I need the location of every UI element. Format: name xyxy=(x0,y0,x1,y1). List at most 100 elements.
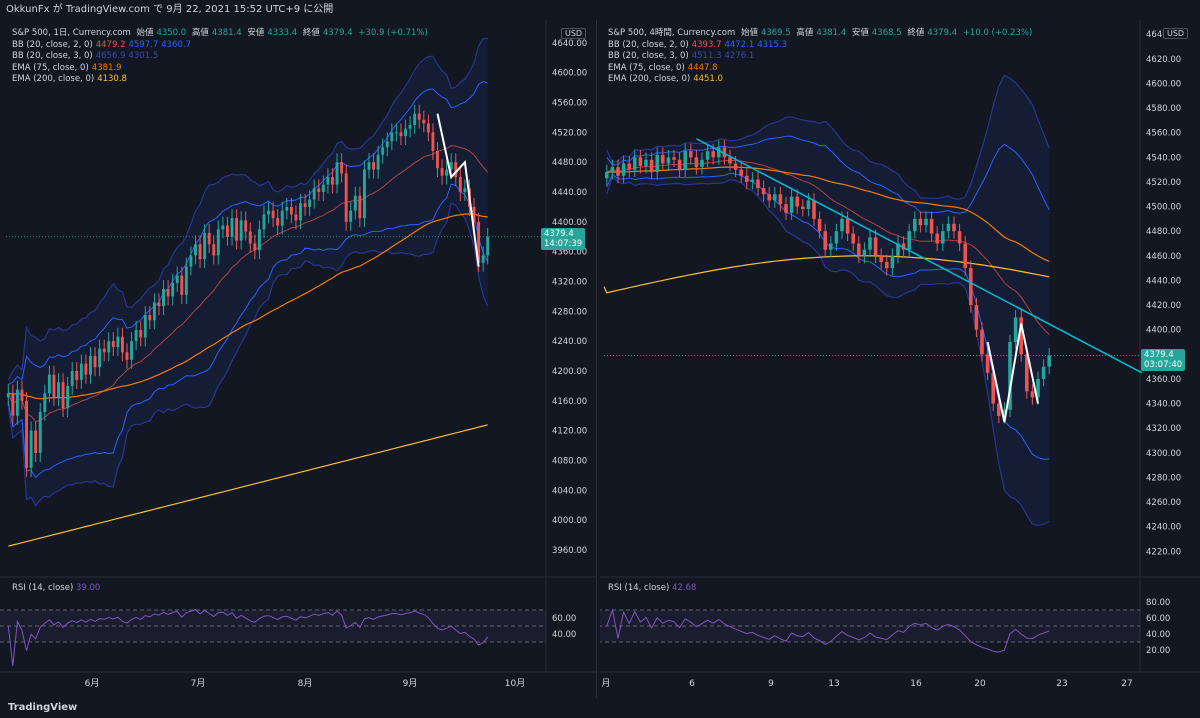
y-tick-label: 4300.00 xyxy=(1146,449,1181,459)
candle-body xyxy=(89,356,92,375)
x-tick-label: 9月 xyxy=(403,678,418,689)
candle-body xyxy=(157,302,161,307)
candle-body xyxy=(75,370,79,380)
candle-body xyxy=(941,231,945,244)
candle-body xyxy=(829,243,833,250)
candle-body xyxy=(924,218,928,226)
currency-button[interactable]: USD xyxy=(561,28,587,39)
candle-body xyxy=(952,223,956,232)
candle-body xyxy=(171,282,175,297)
candle-body xyxy=(276,218,280,226)
y-tick-label: 4640.00 xyxy=(552,39,587,49)
x-tick-label: 13 xyxy=(828,679,839,689)
y-tick-label: 4200.00 xyxy=(552,367,587,377)
candle-body xyxy=(11,393,15,416)
candle-body xyxy=(38,411,42,453)
x-tick-label: 6月 xyxy=(85,678,100,689)
candle-body xyxy=(239,220,243,241)
candle-body xyxy=(907,231,911,250)
daily-chart-panel[interactable]: 3960.00 4000.00 4040.00 4080.00 4120.00 4160.… xyxy=(0,20,597,698)
ohlc-close-label: 終値 xyxy=(302,28,320,38)
candle-body xyxy=(1008,342,1012,410)
candle-body xyxy=(216,229,220,256)
tradingview-logo[interactable]: TradingView xyxy=(8,702,78,713)
y-tick-label: 4400.00 xyxy=(1146,326,1181,336)
candle-body xyxy=(918,218,923,226)
bb3-upper: 4511.3 xyxy=(691,51,722,61)
candle-body xyxy=(739,169,743,176)
zigzag-pattern xyxy=(436,113,480,267)
ohlc-close-label: 終値 xyxy=(907,28,925,38)
bb2-lower: 4315.3 xyxy=(757,39,787,50)
candle-body xyxy=(728,157,732,164)
candle-body xyxy=(616,167,620,176)
h4-legend: S&P 500, 4時間, Currency.com 始値 4369.5 高値 43… xyxy=(608,28,1035,86)
candle-body xyxy=(750,179,755,182)
candle-body xyxy=(946,223,951,232)
candle-body xyxy=(20,389,24,401)
ohlc-low: 4333.4 xyxy=(267,28,298,38)
candle-body xyxy=(385,141,389,148)
daily-legend: S&P 500, 1日, Currency.com 始値 4350.0 高値 438… xyxy=(12,28,431,86)
candle-body xyxy=(143,315,147,338)
x-tick-label: 16 xyxy=(910,679,922,689)
bb3-lower-line xyxy=(7,202,489,507)
candle-body xyxy=(621,163,626,176)
chart-title: S&P 500, 4時間, Currency.com xyxy=(608,28,736,38)
candle-body xyxy=(381,147,385,155)
rsi-tick-label: 80.00 xyxy=(1146,598,1170,608)
candle-body xyxy=(773,194,777,201)
candle-body xyxy=(203,233,207,260)
bb2-lower-line xyxy=(7,183,489,479)
candle-body xyxy=(102,348,106,353)
candle-body xyxy=(417,113,421,120)
y-tick-label: 4260.00 xyxy=(1146,498,1181,508)
candle-body xyxy=(817,218,822,232)
h4-chart-panel[interactable]: 4220.00 4240.00 4260.00 4280.00 4300.00 4320.… xyxy=(598,20,1200,698)
y-tick-label: 4600.00 xyxy=(1146,79,1181,89)
candle-body xyxy=(991,372,995,404)
y-tick-label: 4620.00 xyxy=(1146,55,1181,65)
ohlc-close: 4379.4 xyxy=(927,28,958,38)
x-tick-label: 20 xyxy=(974,679,986,689)
currency-button[interactable]: USD xyxy=(1163,28,1189,39)
y-tick-label: 4420.00 xyxy=(1146,301,1181,311)
candle-body xyxy=(93,356,97,368)
y-tick-label: 4240.00 xyxy=(1146,523,1181,533)
rsi-tick-label: 40.00 xyxy=(1146,630,1170,640)
price-tag-value: 4379.4 xyxy=(1144,350,1174,360)
ema75-name: EMA (75, close, 0) xyxy=(12,62,89,73)
candle-body xyxy=(605,172,609,179)
candle-body xyxy=(399,132,403,137)
candle-body xyxy=(649,159,654,173)
author-name[interactable]: OkkunFx xyxy=(6,4,50,15)
y-tick-label: 4480.00 xyxy=(1146,227,1181,237)
bb3-upper-line xyxy=(7,37,488,381)
bb3-lower: 4301.5 xyxy=(128,51,159,61)
ohlc-open: 4350.0 xyxy=(156,28,187,38)
rsi-value: 39.00 xyxy=(75,583,101,593)
x-tick-label: 9 xyxy=(768,679,774,689)
change: +10.0 (+0.23%) xyxy=(962,28,1033,38)
candle-body xyxy=(308,199,312,207)
candle-body xyxy=(235,218,239,241)
y-tick-label: 4160.00 xyxy=(552,397,587,407)
candle-body xyxy=(358,195,362,219)
x-tick-label: 月 xyxy=(601,678,610,689)
candle-body xyxy=(426,123,430,133)
bb2-name: BB (20, close, 2, 0) xyxy=(12,39,93,50)
candle-body xyxy=(873,237,878,256)
candle-body xyxy=(840,218,844,232)
candle-body xyxy=(957,231,962,244)
candle-body xyxy=(985,354,990,373)
candle-body xyxy=(963,243,967,269)
candle-body xyxy=(431,132,435,152)
header-ga: が xyxy=(52,4,63,15)
candle-body xyxy=(761,188,766,195)
candle-body xyxy=(801,206,805,210)
h4-chart-svg[interactable]: 4220.00 4240.00 4260.00 4280.00 4300.00 4320.… xyxy=(598,20,1200,698)
daily-chart-svg[interactable]: 3960.00 4000.00 4040.00 4080.00 4120.00 4160.… xyxy=(0,20,596,698)
bb2-lower-line xyxy=(606,172,1050,460)
candle-body xyxy=(340,162,344,174)
site-name[interactable]: TradingView.com xyxy=(65,4,150,15)
